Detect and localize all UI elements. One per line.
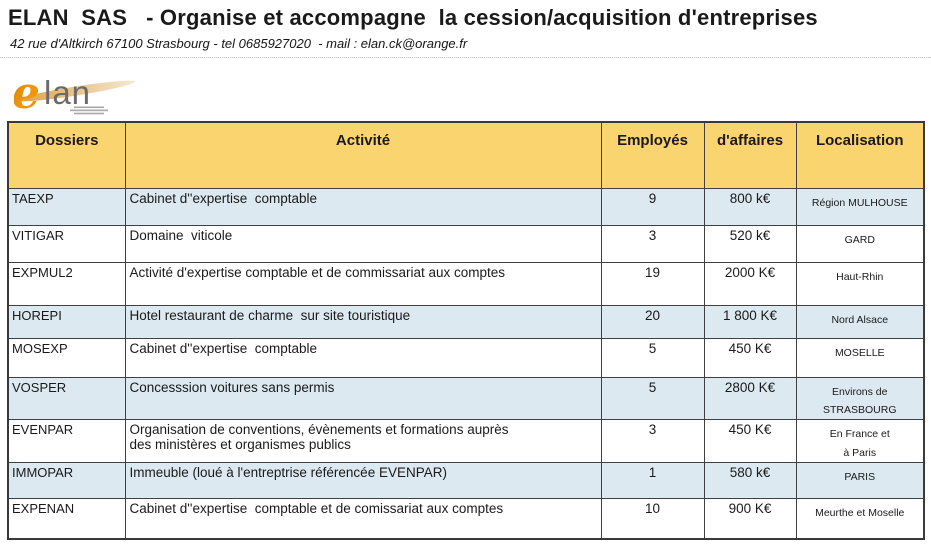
column-header-activite: Activité bbox=[124, 121, 602, 189]
localisation-cell: Meurthe et Moselle bbox=[795, 498, 925, 539]
dossier-cell: TAEXP bbox=[7, 187, 126, 226]
table-row: EXPMUL2 Activité d'expertise comptable e… bbox=[7, 261, 925, 306]
employes-cell: 3 bbox=[600, 419, 705, 463]
dossier-cell: EXPENAN bbox=[7, 498, 126, 539]
table-row: VITIGAR Domaine viticole 3 520 k€ GARD bbox=[7, 224, 925, 263]
localisation-cell: Nord Alsace bbox=[795, 304, 925, 339]
dossiers-table: Dossiers Activité Employés d'affaires Lo… bbox=[7, 121, 925, 540]
table-header-row: Dossiers Activité Employés d'affaires Lo… bbox=[7, 121, 925, 189]
employes-cell: 9 bbox=[600, 187, 705, 226]
dossier-cell: EVENPAR bbox=[7, 419, 126, 463]
activite-cell: Concesssion voitures sans permis bbox=[124, 376, 602, 421]
table-row: EVENPAR Organisation de conventions, évè… bbox=[7, 419, 925, 463]
employes-cell: 3 bbox=[600, 224, 705, 263]
localisation-cell: Région MULHOUSE bbox=[795, 187, 925, 226]
affaires-cell: 800 k€ bbox=[703, 187, 797, 226]
dossier-cell: EXPMUL2 bbox=[7, 261, 126, 306]
employes-cell: 1 bbox=[600, 462, 705, 499]
affaires-cell: 450 K€ bbox=[703, 419, 797, 463]
affaires-cell: 580 k€ bbox=[703, 462, 797, 499]
page-title: ELAN SAS - Organise et accompagne la ces… bbox=[8, 5, 818, 30]
activite-cell: Cabinet d''expertise comptable et de com… bbox=[124, 498, 602, 539]
localisation-cell: Haut-Rhin bbox=[795, 261, 925, 306]
logo-tagline bbox=[70, 106, 108, 115]
localisation-cell: En France et à Paris bbox=[795, 419, 925, 463]
dossier-cell: VOSPER bbox=[7, 376, 126, 421]
table-row: TAEXP Cabinet d''expertise comptable 9 8… bbox=[7, 187, 925, 226]
dotted-separator bbox=[0, 57, 931, 58]
localisation-cell: MOSELLE bbox=[795, 337, 925, 378]
localisation-cell: Environs de STRASBOURG bbox=[795, 376, 925, 421]
address-line: 42 rue d'Altkirch 67100 Strasbourg - tel… bbox=[10, 36, 468, 51]
column-header-localisation: Localisation bbox=[795, 121, 925, 189]
table-row: EXPENAN Cabinet d''expertise comptable e… bbox=[7, 498, 925, 539]
elan-logo: e lan bbox=[14, 68, 136, 118]
employes-cell: 5 bbox=[600, 376, 705, 421]
employes-cell: 5 bbox=[600, 337, 705, 378]
table-row: HOREPI Hotel restaurant de charme sur si… bbox=[7, 304, 925, 339]
activite-cell: Cabinet d''expertise comptable bbox=[124, 337, 602, 378]
dossier-cell: HOREPI bbox=[7, 304, 126, 339]
activite-cell: Domaine viticole bbox=[124, 224, 602, 263]
dossier-cell: MOSEXP bbox=[7, 337, 126, 378]
affaires-cell: 450 K€ bbox=[703, 337, 797, 378]
table-body: TAEXP Cabinet d''expertise comptable 9 8… bbox=[7, 187, 925, 539]
affaires-cell: 2000 K€ bbox=[703, 261, 797, 306]
table-row: IMMOPAR Immeuble (loué à l'entreptrise r… bbox=[7, 462, 925, 499]
logo-word-rest: lan bbox=[44, 74, 91, 111]
logo-letter-e: e bbox=[14, 68, 40, 118]
column-header-employes: Employés bbox=[600, 121, 705, 189]
employes-cell: 20 bbox=[600, 304, 705, 339]
dossier-cell: IMMOPAR bbox=[7, 462, 126, 499]
activite-cell: Cabinet d''expertise comptable bbox=[124, 187, 602, 226]
table-row: VOSPER Concesssion voitures sans permis … bbox=[7, 376, 925, 421]
activite-cell: Organisation de conventions, évènements … bbox=[124, 419, 602, 463]
employes-cell: 10 bbox=[600, 498, 705, 539]
logo-swoosh-icon bbox=[16, 80, 136, 102]
column-header-daffaires: d'affaires bbox=[703, 121, 797, 189]
affaires-cell: 1 800 K€ bbox=[703, 304, 797, 339]
localisation-cell: PARIS bbox=[795, 462, 925, 499]
affaires-cell: 520 k€ bbox=[703, 224, 797, 263]
activite-cell: Hotel restaurant de charme sur site tour… bbox=[124, 304, 602, 339]
localisation-cell: GARD bbox=[795, 224, 925, 263]
employes-cell: 19 bbox=[600, 261, 705, 306]
activite-cell: Activité d'expertise comptable et de com… bbox=[124, 261, 602, 306]
activite-cell: Immeuble (loué à l'entreptrise référencé… bbox=[124, 462, 602, 499]
table-row: MOSEXP Cabinet d''expertise comptable 5 … bbox=[7, 337, 925, 378]
affaires-cell: 900 K€ bbox=[703, 498, 797, 539]
affaires-cell: 2800 K€ bbox=[703, 376, 797, 421]
dossier-cell: VITIGAR bbox=[7, 224, 126, 263]
column-header-dossiers: Dossiers bbox=[7, 121, 126, 189]
